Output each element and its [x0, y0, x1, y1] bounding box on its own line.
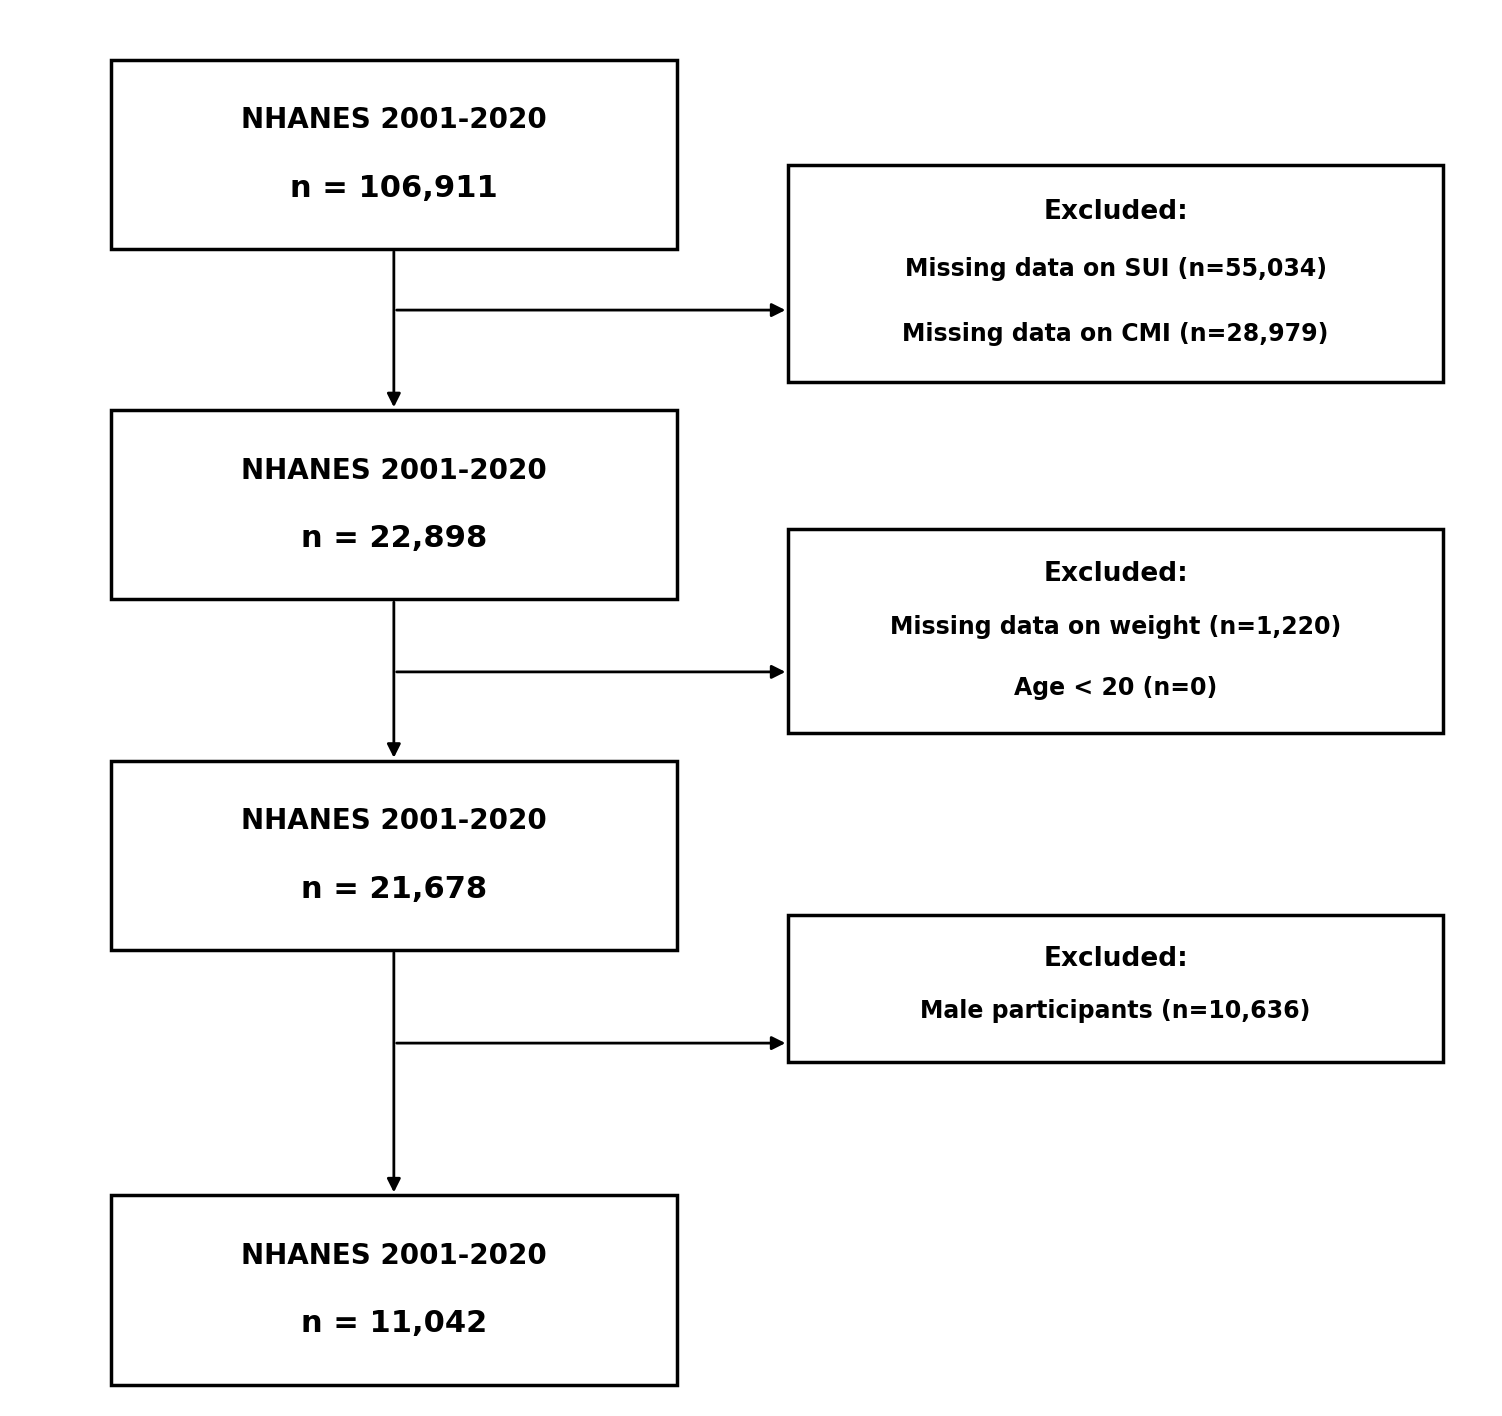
Text: Excluded:: Excluded:: [1044, 200, 1188, 225]
Text: Missing data on SUI (n=55,034): Missing data on SUI (n=55,034): [904, 256, 1326, 280]
Text: Missing data on CMI (n=28,979): Missing data on CMI (n=28,979): [903, 323, 1329, 346]
FancyBboxPatch shape: [111, 411, 676, 599]
FancyBboxPatch shape: [789, 915, 1443, 1062]
Text: Excluded:: Excluded:: [1044, 946, 1188, 971]
Text: n = 106,911: n = 106,911: [290, 174, 497, 202]
FancyBboxPatch shape: [111, 59, 676, 249]
Text: Missing data on weight (n=1,220): Missing data on weight (n=1,220): [891, 615, 1341, 639]
Text: NHANES 2001-2020: NHANES 2001-2020: [240, 456, 547, 484]
Text: Age < 20 (n=0): Age < 20 (n=0): [1014, 675, 1217, 700]
Text: n = 22,898: n = 22,898: [300, 524, 487, 554]
FancyBboxPatch shape: [111, 760, 676, 950]
FancyBboxPatch shape: [789, 530, 1443, 732]
FancyBboxPatch shape: [789, 164, 1443, 382]
Text: NHANES 2001-2020: NHANES 2001-2020: [240, 807, 547, 835]
Text: NHANES 2001-2020: NHANES 2001-2020: [240, 106, 547, 135]
Text: NHANES 2001-2020: NHANES 2001-2020: [240, 1242, 547, 1270]
Text: Excluded:: Excluded:: [1044, 561, 1188, 588]
Text: n = 11,042: n = 11,042: [300, 1310, 487, 1338]
FancyBboxPatch shape: [111, 1195, 676, 1385]
Text: Male participants (n=10,636): Male participants (n=10,636): [921, 998, 1311, 1022]
Text: n = 21,678: n = 21,678: [300, 875, 487, 903]
